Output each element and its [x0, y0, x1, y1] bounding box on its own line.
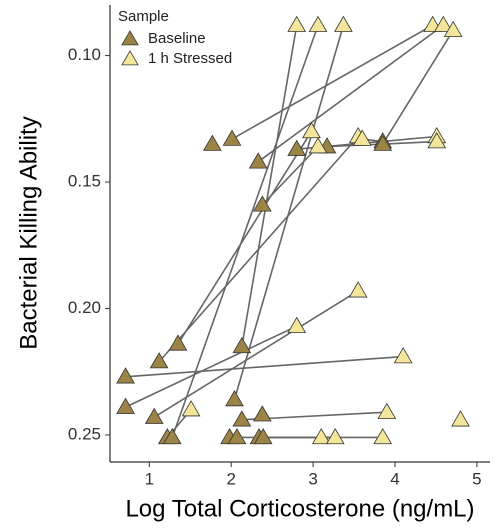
- point: [308, 15, 328, 32]
- point: [162, 427, 182, 445]
- y-tick-label: 0.20: [68, 298, 101, 317]
- pair-line: [231, 24, 434, 140]
- point: [373, 427, 393, 445]
- pair-line: [382, 29, 454, 145]
- x-tick-label: 4: [390, 469, 399, 488]
- legend-symbol: [121, 30, 139, 46]
- point: [325, 427, 345, 445]
- point: [287, 15, 307, 32]
- point: [451, 410, 470, 427]
- point: [144, 407, 164, 424]
- x-tick-label: 3: [308, 469, 317, 488]
- point: [202, 134, 222, 151]
- pair-line: [177, 131, 313, 345]
- point: [352, 129, 372, 146]
- point: [116, 397, 135, 414]
- point: [377, 402, 397, 419]
- y-axis-title: Bacterial Killing Ability: [15, 116, 42, 349]
- point: [443, 20, 463, 37]
- point: [248, 152, 268, 169]
- legend-title: Sample: [118, 8, 169, 25]
- pair-line: [257, 24, 444, 163]
- point: [311, 427, 331, 445]
- y-tick-label: 0.10: [68, 45, 101, 64]
- point: [116, 367, 135, 384]
- legend-label: Baseline: [148, 30, 206, 47]
- point: [334, 15, 353, 32]
- point: [348, 281, 368, 298]
- point: [252, 405, 272, 422]
- point: [232, 410, 252, 427]
- pair-line: [125, 325, 298, 408]
- point: [252, 195, 272, 212]
- point: [433, 15, 453, 32]
- x-tick-label: 2: [226, 469, 235, 488]
- pair-line: [241, 25, 298, 347]
- point: [427, 132, 447, 149]
- point: [225, 390, 244, 407]
- point: [149, 352, 169, 369]
- pair-line: [261, 146, 319, 206]
- point: [287, 316, 307, 333]
- y-tick-label: 0.25: [68, 424, 101, 443]
- x-axis-title: Log Total Corticosterone (ng/mL): [125, 495, 474, 522]
- x-tick-label: 1: [145, 469, 154, 488]
- point: [232, 336, 252, 354]
- point: [181, 400, 201, 417]
- point: [287, 139, 307, 156]
- point: [302, 121, 321, 139]
- point: [308, 137, 328, 154]
- point: [253, 427, 273, 445]
- y-tick-label: 0.15: [68, 172, 101, 191]
- point: [373, 134, 393, 151]
- point: [168, 334, 188, 351]
- pair-line: [171, 24, 319, 438]
- legend-label: 1 h Stressed: [148, 50, 232, 67]
- legend-symbol: [121, 50, 139, 66]
- pair-line: [153, 290, 359, 418]
- point: [222, 129, 242, 146]
- point: [227, 427, 247, 445]
- x-tick-label: 5: [472, 469, 481, 488]
- point: [393, 347, 413, 364]
- pair-line: [233, 25, 345, 400]
- pair-line: [125, 355, 404, 378]
